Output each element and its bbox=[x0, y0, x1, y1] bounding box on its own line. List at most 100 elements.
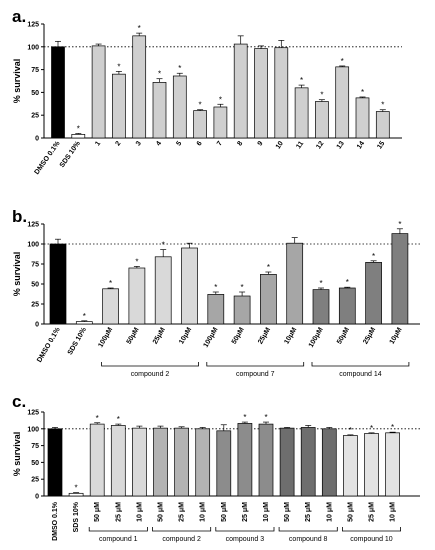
bar bbox=[152, 82, 167, 139]
x-category-label: 25 μM bbox=[305, 502, 312, 522]
bar bbox=[193, 110, 207, 139]
bar bbox=[385, 432, 400, 497]
group-bracket bbox=[215, 527, 275, 532]
bar bbox=[153, 427, 168, 497]
significance-star: * bbox=[243, 413, 246, 422]
x-category-label: 25μM bbox=[257, 326, 272, 345]
x-category-label: 25 μM bbox=[369, 502, 376, 522]
significance-star: * bbox=[341, 57, 344, 66]
x-category-label: 8 bbox=[236, 140, 244, 147]
x-category-label: 10μM bbox=[283, 326, 298, 345]
panel-letter: b. bbox=[12, 207, 27, 226]
x-category-label: 50 μM bbox=[221, 502, 228, 522]
x-category-label: 10 μM bbox=[326, 502, 333, 522]
bar bbox=[75, 321, 93, 325]
x-category-label: 1 bbox=[94, 140, 102, 147]
significance-star: * bbox=[214, 283, 217, 292]
bar bbox=[132, 427, 147, 497]
bar bbox=[68, 492, 84, 497]
bar bbox=[274, 47, 289, 139]
x-category-label: DMSO 0.1% bbox=[52, 501, 59, 541]
y-tick-label: 0 bbox=[35, 322, 39, 329]
x-category-label: 50 μM bbox=[158, 502, 165, 522]
significance-star: * bbox=[241, 283, 244, 292]
significance-star: * bbox=[381, 101, 384, 110]
bar bbox=[51, 46, 65, 139]
x-category-label: 3 bbox=[135, 140, 143, 147]
bar bbox=[233, 43, 248, 139]
bar bbox=[365, 262, 382, 325]
group-label: compound 2 bbox=[162, 536, 201, 543]
bar bbox=[47, 428, 63, 497]
x-category-label: 14 bbox=[356, 140, 366, 150]
bar bbox=[132, 35, 147, 139]
y-tick-label: 50 bbox=[31, 282, 39, 289]
significance-star: * bbox=[135, 257, 138, 266]
significance-star: * bbox=[346, 278, 349, 287]
bar bbox=[286, 242, 304, 325]
y-tick-label: 125 bbox=[27, 22, 39, 29]
y-tick-label: 50 bbox=[31, 90, 39, 97]
x-category-label: 5 bbox=[175, 140, 183, 147]
significance-star: * bbox=[319, 279, 322, 288]
bar bbox=[216, 430, 232, 497]
group-label: compound 1 bbox=[99, 536, 138, 543]
bar bbox=[49, 243, 67, 325]
x-category-label: 15 bbox=[376, 140, 386, 150]
x-category-label: 10 μM bbox=[136, 502, 143, 522]
bar bbox=[89, 423, 105, 497]
bar bbox=[294, 87, 309, 139]
significance-star: * bbox=[199, 101, 202, 110]
y-tick-label: 0 bbox=[35, 494, 39, 501]
bar bbox=[391, 233, 409, 325]
bar bbox=[321, 428, 337, 497]
significance-star: * bbox=[96, 414, 99, 423]
x-category-label: 50 μM bbox=[284, 502, 291, 522]
bar bbox=[207, 294, 225, 325]
group-label: compound 10 bbox=[350, 536, 393, 543]
x-category-label: 25 μM bbox=[179, 502, 186, 522]
y-tick-label: 25 bbox=[31, 302, 39, 309]
significance-star: * bbox=[162, 241, 165, 250]
bar bbox=[258, 423, 274, 497]
bar bbox=[355, 97, 370, 139]
x-category-label: 2 bbox=[115, 140, 123, 147]
x-category-label: SDS 10% bbox=[73, 501, 80, 532]
x-category-label: DMSO 0.1% bbox=[34, 140, 62, 177]
x-category-label: 50μM bbox=[126, 326, 141, 345]
group-bracket bbox=[206, 362, 305, 367]
bar bbox=[112, 73, 126, 139]
bar bbox=[110, 425, 126, 497]
y-tick-label: 25 bbox=[31, 113, 39, 120]
x-category-label: 25μM bbox=[362, 326, 377, 345]
x-category-label: 50 μM bbox=[347, 502, 354, 522]
bar bbox=[174, 427, 189, 497]
y-tick-label: 50 bbox=[31, 460, 39, 467]
x-category-label: 100μM bbox=[97, 326, 114, 349]
x-category-label: 10μM bbox=[178, 326, 193, 345]
y-axis-label: % survival bbox=[12, 252, 22, 297]
group-bracket bbox=[152, 527, 212, 532]
group-label: compound 3 bbox=[226, 536, 265, 543]
bar bbox=[312, 289, 330, 325]
x-category-label: SDS 10% bbox=[67, 326, 89, 356]
bar bbox=[102, 288, 119, 325]
y-tick-label: 75 bbox=[31, 262, 39, 269]
group-label: compound 8 bbox=[289, 536, 328, 543]
x-category-label: DMSO 0.1% bbox=[36, 326, 62, 364]
bar bbox=[91, 45, 106, 139]
bar bbox=[181, 247, 198, 325]
x-category-label: SDS 10% bbox=[59, 140, 83, 170]
significance-star: * bbox=[391, 423, 394, 432]
y-tick-label: 125 bbox=[27, 410, 39, 417]
group-label: compound 7 bbox=[236, 371, 275, 378]
significance-star: * bbox=[117, 415, 120, 424]
significance-star: * bbox=[138, 24, 141, 33]
chart-panel-3: c. % survival 0 25 50 75 100 125 DMSO 0.1% * SDS 1… bbox=[12, 392, 420, 543]
bar bbox=[279, 427, 295, 497]
bar bbox=[237, 423, 253, 497]
x-category-label: 9 bbox=[257, 140, 265, 147]
group-bracket bbox=[88, 527, 148, 532]
y-tick-label: 75 bbox=[31, 67, 39, 74]
